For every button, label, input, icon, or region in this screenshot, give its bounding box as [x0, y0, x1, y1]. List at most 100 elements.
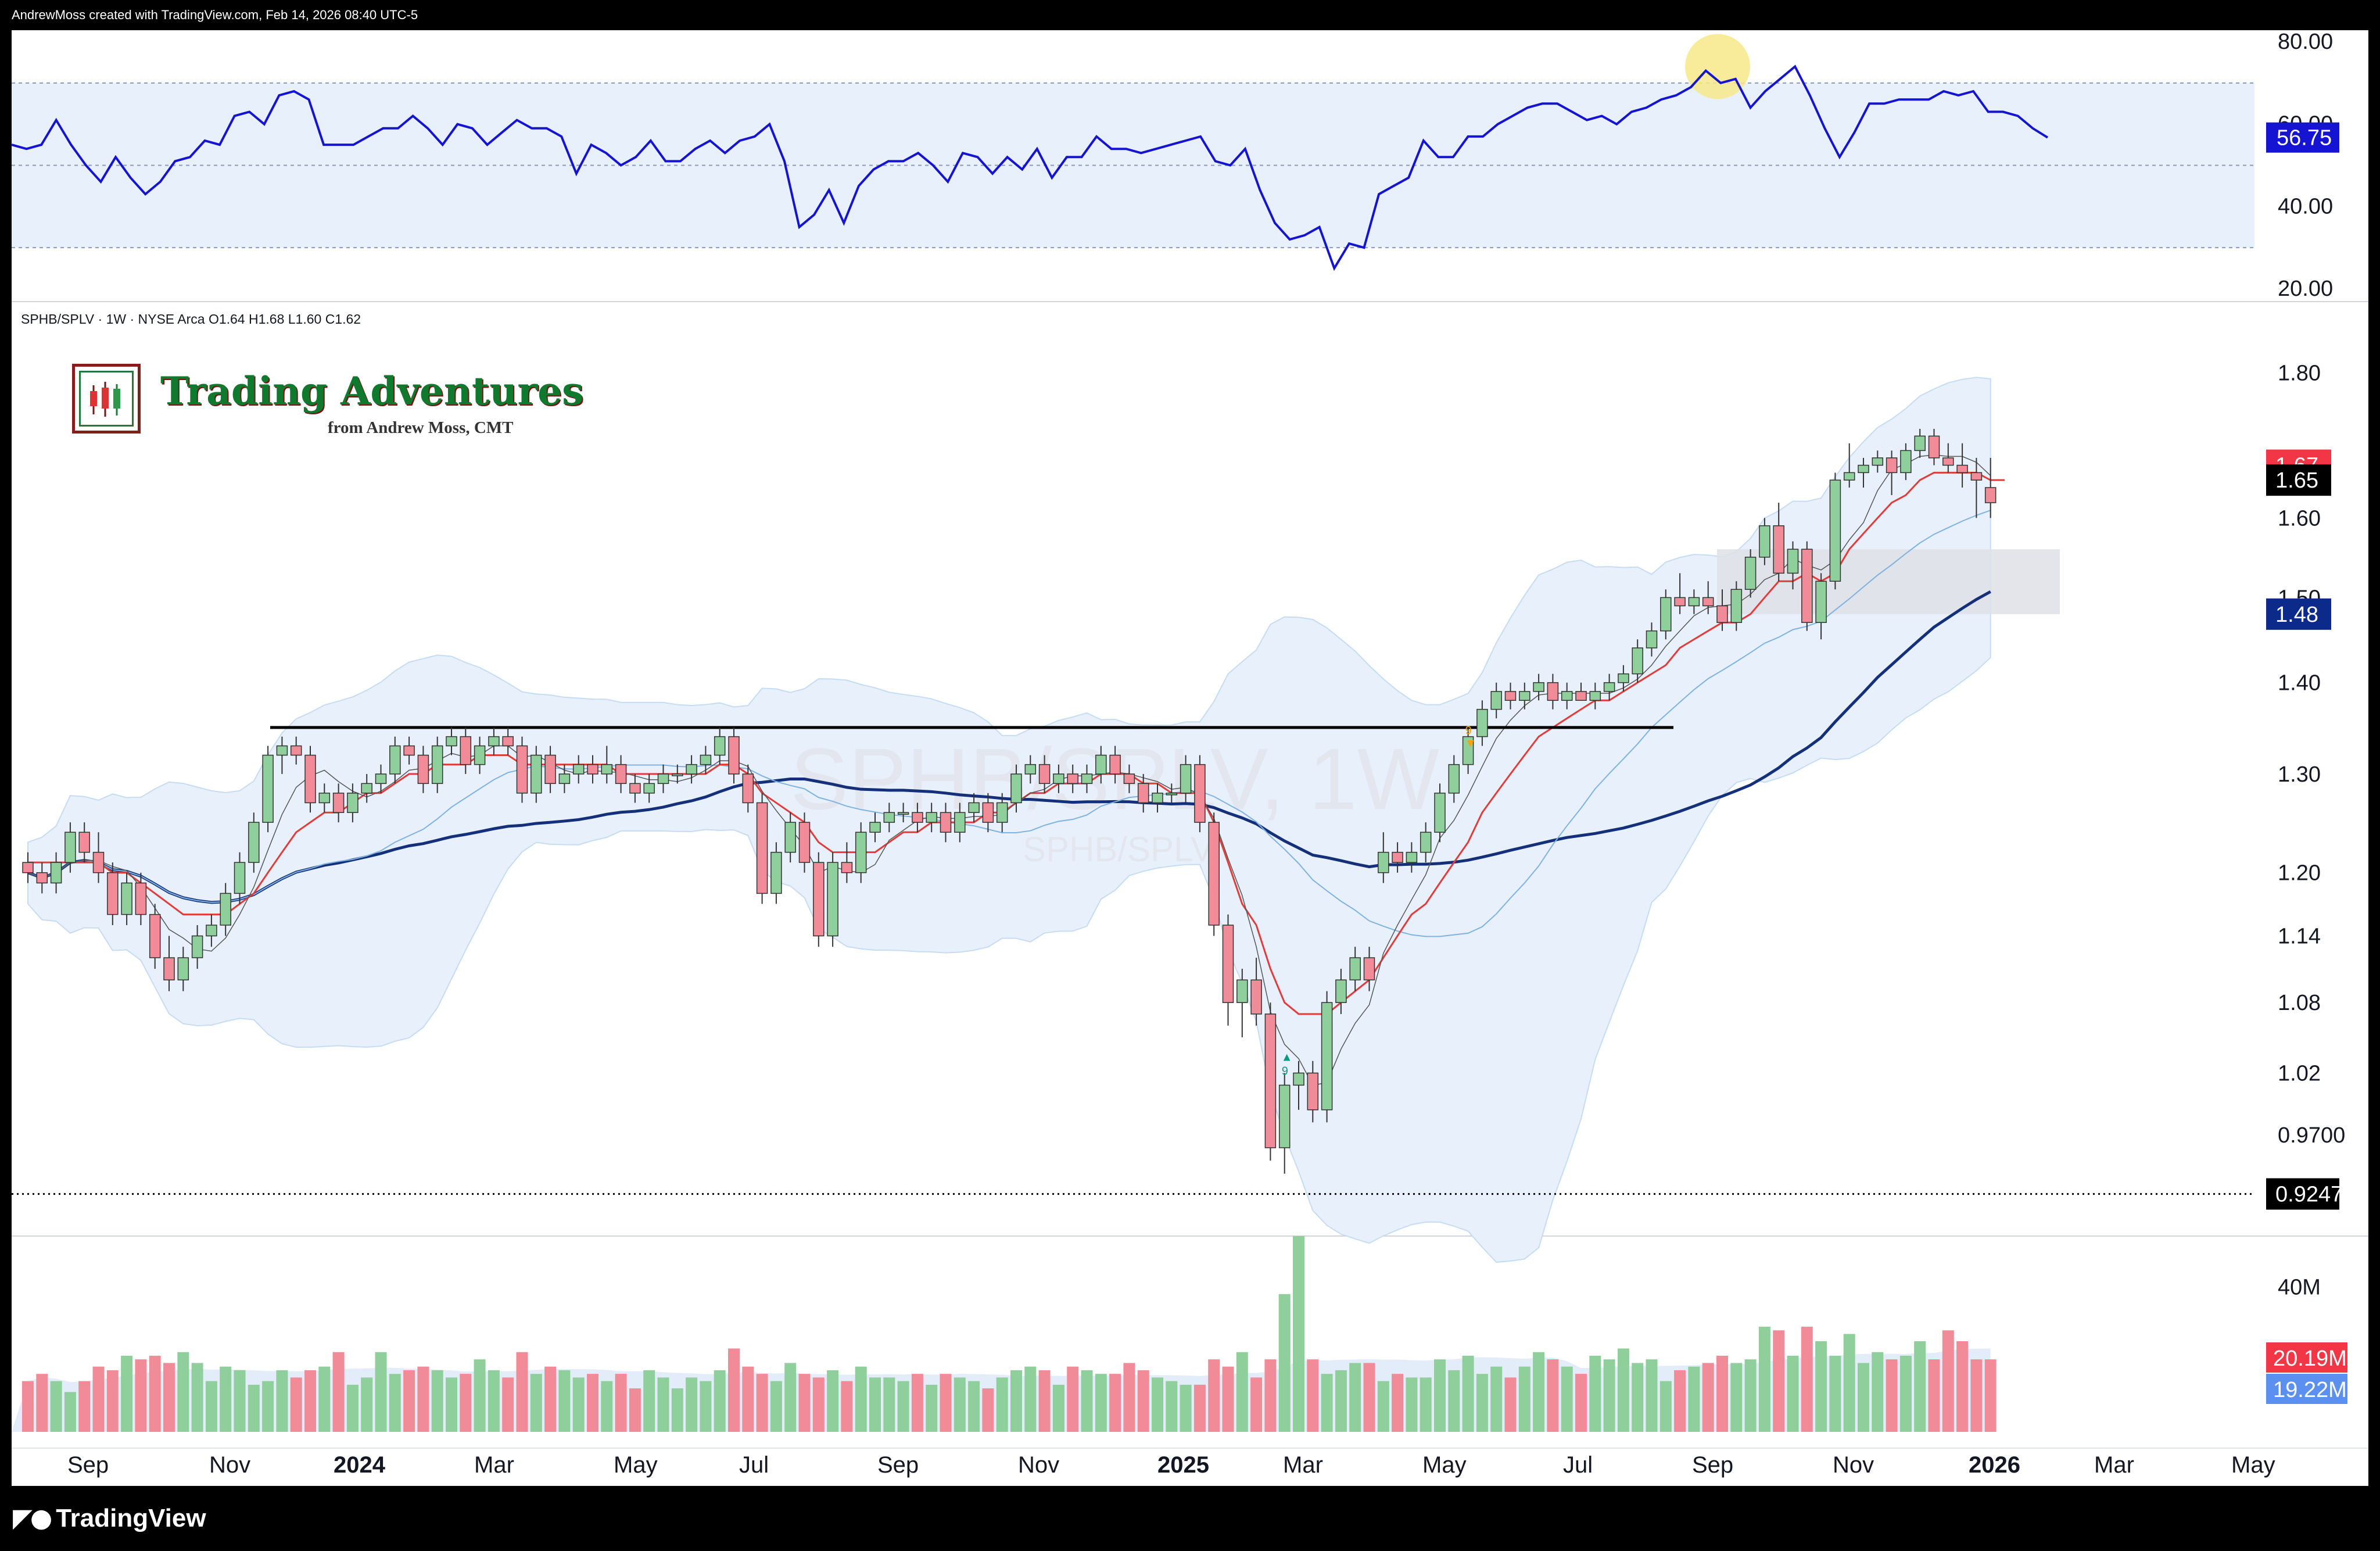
- volume-bar: [1377, 1381, 1389, 1432]
- candle: [1730, 581, 1743, 631]
- candle-body: [1392, 851, 1403, 863]
- candle-body: [389, 745, 401, 775]
- candle-body: [92, 851, 105, 873]
- candle-body: [1547, 682, 1559, 701]
- candle-body: [1222, 925, 1234, 1003]
- candle: [940, 803, 952, 843]
- symbol-legend[interactable]: SPHB/SPLV · 1W · NYSE Arca O1.64 H1.68 L…: [21, 311, 361, 327]
- candle-body: [474, 745, 486, 765]
- volume-bar: [516, 1352, 528, 1432]
- candle-body: [121, 882, 132, 915]
- tradingview-logo-text: TradingView: [56, 1503, 206, 1532]
- tradingview-logo[interactable]: ◤● TradingView: [13, 1503, 206, 1533]
- volume-bar: [1872, 1352, 1884, 1432]
- volume-bar: [460, 1374, 472, 1432]
- candle-body: [446, 736, 457, 747]
- price-axis-tick: 1.20: [2278, 861, 2321, 886]
- time-axis-tick: Sep: [877, 1452, 919, 1478]
- candle-body: [36, 872, 48, 884]
- volume-bar: [1307, 1359, 1319, 1432]
- candle-body: [1603, 682, 1615, 692]
- rsi-axis-tick: 80.00: [2278, 30, 2333, 54]
- volume-bar: [177, 1352, 189, 1432]
- candle: [657, 764, 669, 793]
- time-axis-tick: 2024: [334, 1452, 386, 1478]
- volume-bar: [1758, 1327, 1770, 1432]
- volume-bar: [587, 1374, 598, 1432]
- candle-body: [1886, 457, 1898, 474]
- candle: [1688, 589, 1700, 614]
- candle: [1618, 665, 1629, 692]
- candle-body: [798, 822, 811, 863]
- candle: [163, 936, 175, 991]
- volume-bar: [1504, 1377, 1517, 1432]
- candle: [770, 842, 782, 904]
- volume-bar: [248, 1384, 260, 1432]
- volume-label-badge: [2266, 1342, 2347, 1373]
- volume-label-text: 20.19M: [2273, 1346, 2347, 1371]
- candle: [1886, 450, 1898, 496]
- volume-bar: [1081, 1370, 1093, 1432]
- candle: [1603, 674, 1615, 701]
- volume-bar: [1858, 1363, 1869, 1432]
- candle-body: [220, 893, 231, 926]
- candle-body: [1349, 957, 1361, 981]
- candle: [714, 727, 726, 765]
- candle: [1392, 842, 1403, 873]
- candle: [502, 727, 514, 755]
- candle: [1787, 541, 1799, 590]
- brand-subtitle: from Andrew Moss, CMT: [328, 418, 514, 437]
- volume-bar: [191, 1363, 203, 1432]
- volume-bar: [1123, 1363, 1135, 1432]
- candle: [615, 755, 627, 793]
- candle: [1038, 755, 1051, 793]
- volume-bar: [1829, 1355, 1841, 1432]
- candle: [1137, 773, 1149, 813]
- candle-body: [234, 862, 246, 894]
- volume-bar: [1899, 1355, 1912, 1432]
- volume-bar: [1152, 1377, 1163, 1432]
- volume-bar: [883, 1377, 895, 1432]
- candle: [1152, 783, 1163, 813]
- volume-bar: [1010, 1370, 1022, 1432]
- volume-bar: [1815, 1341, 1827, 1432]
- candle: [572, 755, 585, 784]
- candle: [149, 904, 161, 969]
- candle: [1872, 450, 1884, 473]
- volume-bar: [657, 1377, 669, 1432]
- consolidation-zone: [1717, 549, 2060, 614]
- volume-bar: [812, 1377, 825, 1432]
- candle-body: [1632, 647, 1643, 675]
- candle-body: [1759, 525, 1770, 558]
- candle: [1010, 764, 1022, 813]
- candle-body: [672, 773, 683, 776]
- volume-bar: [1363, 1363, 1375, 1432]
- candle-body: [1406, 851, 1418, 863]
- candle-body: [1956, 464, 1968, 474]
- time-axis-tick: Jul: [739, 1452, 769, 1478]
- candle-body: [1660, 597, 1672, 632]
- volume-label-badge: [2266, 1374, 2347, 1405]
- candle-body: [1278, 1084, 1291, 1148]
- volume-bar: [417, 1366, 429, 1432]
- candle-body: [968, 802, 980, 813]
- candle-body: [50, 862, 62, 884]
- volume-bar: [926, 1384, 938, 1432]
- candle-body: [78, 832, 90, 853]
- candle: [234, 852, 246, 904]
- candle: [784, 812, 796, 863]
- candle-body: [629, 783, 641, 794]
- candle: [347, 783, 359, 823]
- volume-bar: [1744, 1359, 1757, 1432]
- volume-bar: [389, 1374, 401, 1432]
- candle-body: [1984, 487, 1997, 503]
- candle-body: [417, 754, 429, 785]
- volume-bar: [728, 1348, 740, 1432]
- candle-body: [1744, 557, 1757, 590]
- volume-bar: [1970, 1359, 1983, 1432]
- candle: [431, 736, 443, 793]
- candle: [206, 914, 217, 947]
- volume-bar: [361, 1377, 373, 1432]
- candle: [135, 872, 147, 925]
